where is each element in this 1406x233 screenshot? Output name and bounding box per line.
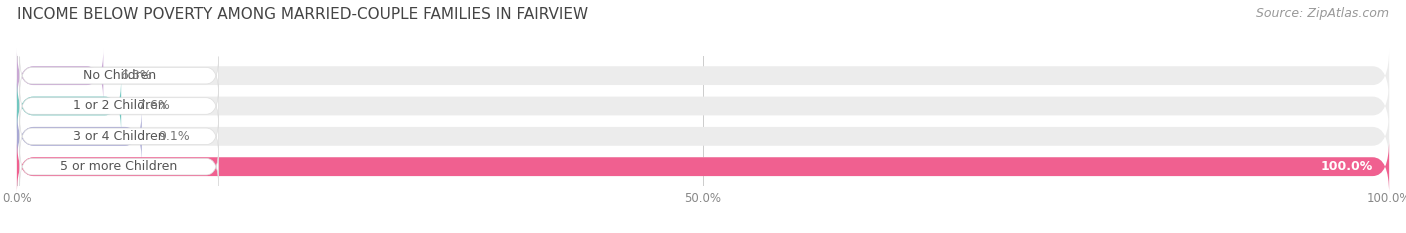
FancyBboxPatch shape (17, 79, 1389, 133)
FancyBboxPatch shape (17, 140, 1389, 194)
FancyBboxPatch shape (20, 148, 218, 186)
FancyBboxPatch shape (20, 117, 218, 155)
FancyBboxPatch shape (20, 87, 218, 125)
Text: INCOME BELOW POVERTY AMONG MARRIED-COUPLE FAMILIES IN FAIRVIEW: INCOME BELOW POVERTY AMONG MARRIED-COUPL… (17, 7, 588, 22)
FancyBboxPatch shape (17, 49, 1389, 103)
Text: 6.3%: 6.3% (120, 69, 152, 82)
FancyBboxPatch shape (17, 109, 142, 163)
Text: No Children: No Children (83, 69, 156, 82)
Text: 9.1%: 9.1% (159, 130, 190, 143)
FancyBboxPatch shape (17, 140, 1389, 194)
FancyBboxPatch shape (20, 57, 218, 95)
FancyBboxPatch shape (17, 79, 121, 133)
Text: 1 or 2 Children: 1 or 2 Children (73, 99, 166, 113)
FancyBboxPatch shape (17, 109, 1389, 163)
Text: 7.6%: 7.6% (138, 99, 170, 113)
Text: 3 or 4 Children: 3 or 4 Children (73, 130, 166, 143)
Text: 5 or more Children: 5 or more Children (60, 160, 177, 173)
FancyBboxPatch shape (17, 49, 103, 103)
Text: 100.0%: 100.0% (1320, 160, 1372, 173)
Text: Source: ZipAtlas.com: Source: ZipAtlas.com (1256, 7, 1389, 20)
